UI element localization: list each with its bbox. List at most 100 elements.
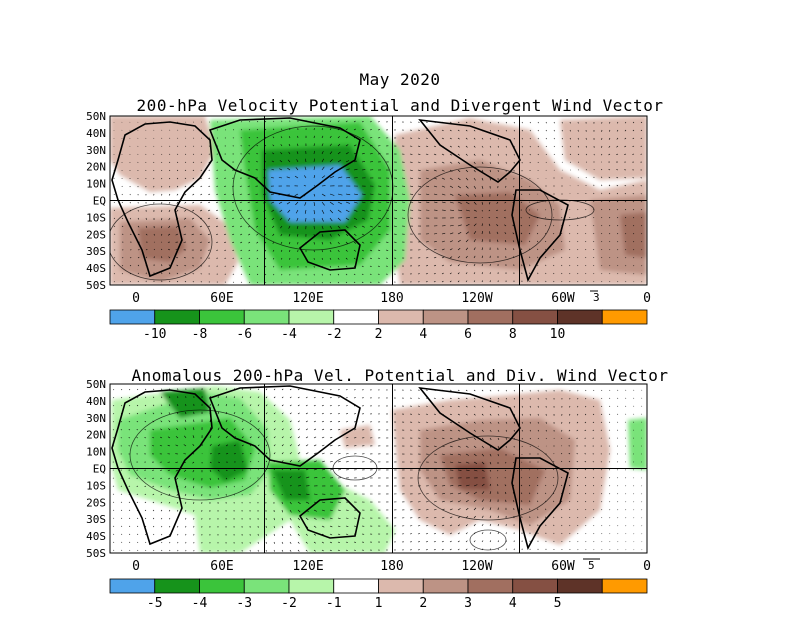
wind-vector: [305, 444, 309, 447]
wind-vector: [497, 153, 499, 156]
wind-vector: [441, 256, 445, 259]
wind-vector: [465, 280, 468, 283]
wind-vector: [168, 201, 171, 204]
wind-vector: [361, 273, 364, 276]
wind-vector: [263, 160, 267, 163]
wind-vector: [137, 525, 139, 528]
wind-vector: [209, 427, 212, 431]
colorbar-label: 6: [464, 327, 472, 342]
wind-vector: [216, 193, 219, 196]
wind-vector: [241, 388, 244, 391]
wind-vector: [216, 177, 219, 179]
wind-vector: [473, 540, 476, 543]
wind-vector: [568, 421, 571, 424]
wind-vector: [617, 216, 619, 219]
wind-vector: [521, 429, 523, 432]
wind-vector: [136, 412, 139, 415]
wind-vector: [449, 145, 452, 148]
wind-vector: [337, 241, 340, 245]
wind-vector: [553, 500, 555, 503]
wind-vector: [561, 153, 563, 156]
colorbar-swatch: [288, 309, 335, 325]
wind-vector: [168, 225, 171, 229]
panel2-colorbar-labels: -5 -4 -3 -2 -1 1 2 3 4 5: [147, 596, 561, 611]
wind-vector: [361, 217, 366, 220]
wind-vector: [281, 265, 283, 268]
wind-vector: [345, 136, 349, 139]
lat-label: 50N: [86, 110, 106, 123]
wind-vector: [561, 225, 563, 227]
wind-vector: [512, 484, 515, 487]
wind-vector: [425, 265, 429, 267]
wind-vector: [113, 225, 116, 227]
wind-vector: [585, 397, 587, 400]
wind-vector: [240, 273, 243, 275]
wind-vector: [601, 501, 603, 503]
wind-vector: [161, 525, 163, 528]
wind-vector: [345, 241, 349, 244]
wind-vector: [641, 265, 643, 267]
wind-vector: [473, 121, 476, 124]
wind-vector: [529, 453, 531, 455]
wind-vector: [457, 280, 460, 283]
wind-vector: [279, 168, 283, 171]
lat-label: 20N: [86, 161, 106, 174]
wind-vector: [200, 193, 203, 196]
wind-vector: [271, 217, 275, 221]
wind-vector: [167, 436, 171, 439]
wind-vector: [521, 421, 524, 424]
wind-vector: [329, 201, 334, 205]
wind-vector: [481, 161, 484, 165]
wind-vector: [273, 452, 276, 455]
wind-vector: [248, 273, 251, 275]
figure-title: May 2020: [359, 70, 441, 89]
wind-vector: [457, 429, 461, 432]
wind-vector: [129, 280, 131, 283]
wind-vector: [271, 209, 275, 212]
wind-vector: [248, 257, 251, 260]
wind-vector: [169, 388, 171, 391]
wind-vector: [512, 193, 515, 196]
wind-vector: [576, 453, 579, 455]
wind-vector: [144, 477, 147, 479]
wind-vector: [369, 225, 373, 228]
wind-vector: [624, 217, 627, 219]
wind-vector: [632, 193, 635, 195]
wind-vector: [513, 421, 516, 424]
wind-vector: [183, 257, 187, 259]
wind-vector: [449, 508, 453, 511]
wind-vector: [273, 460, 276, 463]
wind-vector: [305, 468, 309, 471]
wind-vector: [537, 429, 539, 432]
wind-vector: [505, 153, 507, 156]
wind-vector: [345, 405, 348, 407]
wind-vector: [553, 240, 555, 243]
wind-vector: [441, 177, 445, 180]
wind-vector: [113, 541, 115, 543]
wind-vector: [184, 272, 187, 275]
wind-vector: [289, 501, 292, 505]
wind-vector: [433, 201, 438, 203]
wind-vector: [473, 445, 477, 449]
wind-vector: [457, 209, 463, 212]
wind-vector: [593, 517, 595, 519]
wind-vector: [313, 412, 316, 415]
wind-vector: [561, 453, 563, 455]
wind-vector: [263, 169, 267, 171]
wind-vector: [313, 201, 315, 206]
wind-vector: [184, 153, 187, 155]
wind-vector: [529, 389, 531, 392]
panel1-divergent-wind-vectors: [113, 120, 643, 284]
wind-vector: [473, 437, 477, 440]
wind-vector: [425, 517, 429, 519]
wind-vector: [561, 193, 563, 195]
wind-vector: [167, 469, 171, 472]
wind-vector: [217, 396, 219, 399]
wind-vector: [297, 444, 301, 447]
wind-vector: [568, 453, 571, 455]
wind-vector: [120, 501, 123, 503]
colorbar-label: 2: [375, 327, 383, 342]
wind-vector: [215, 225, 219, 228]
wind-vector: [505, 413, 508, 416]
wind-vector: [584, 421, 587, 424]
